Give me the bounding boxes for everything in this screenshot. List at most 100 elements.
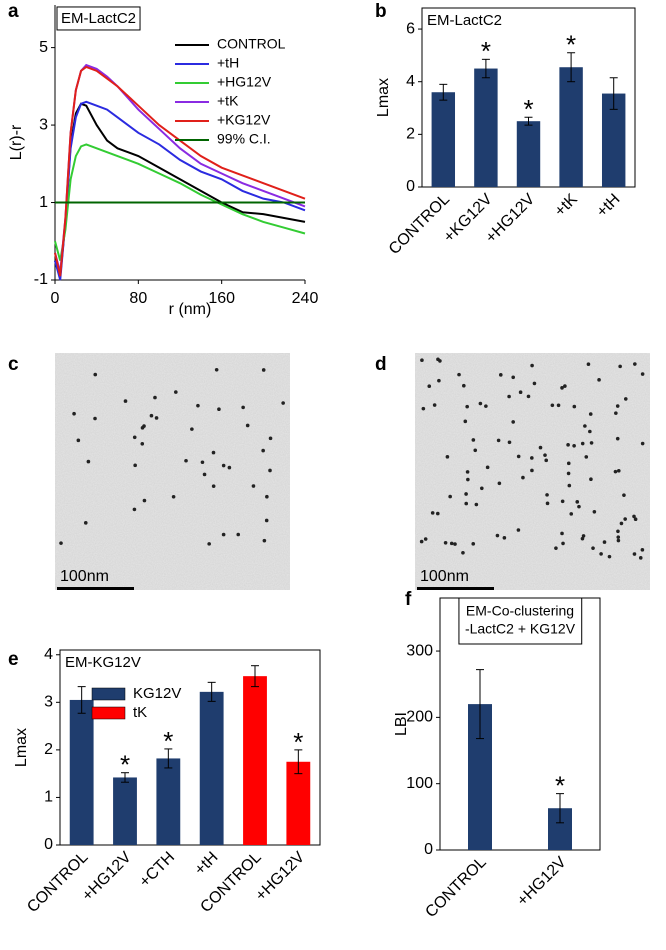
panel-letter: e	[8, 649, 19, 670]
particle	[545, 493, 549, 497]
series-line	[54, 143, 306, 261]
particle	[268, 436, 273, 441]
particle	[516, 528, 521, 532]
particle	[616, 535, 621, 539]
particle	[72, 411, 76, 416]
particle	[591, 546, 595, 550]
particle	[207, 542, 211, 546]
particle	[569, 512, 574, 516]
bar	[199, 691, 224, 845]
title-box	[458, 597, 583, 645]
particle	[484, 404, 488, 408]
particles	[419, 357, 645, 560]
particle	[421, 406, 426, 411]
y-axis-label: Lmax	[375, 78, 392, 117]
particle	[83, 521, 88, 525]
scale-bar-label: 100nm	[420, 568, 469, 585]
particle	[265, 494, 269, 499]
particle	[507, 394, 511, 399]
particle	[419, 539, 424, 544]
particle	[586, 362, 591, 367]
particle	[465, 404, 469, 409]
particle	[171, 494, 176, 499]
y-axis-label: Lmax	[13, 728, 30, 767]
particle	[123, 399, 128, 403]
particle	[462, 383, 466, 388]
particle	[602, 540, 607, 544]
particle	[221, 532, 226, 537]
particle	[471, 542, 476, 546]
legend-swatch	[91, 687, 126, 701]
chart-title: EM-LactC2	[61, 10, 136, 27]
particle	[245, 423, 250, 428]
particle	[211, 450, 216, 455]
y-tick-label: 5	[39, 39, 48, 56]
particle	[174, 390, 178, 394]
particle	[556, 403, 561, 408]
y-tick-label: 3	[39, 116, 48, 133]
particle	[154, 416, 159, 420]
particle	[465, 470, 470, 474]
chart-title: EM-LactC2	[427, 12, 502, 29]
significance-mark: *	[566, 30, 576, 60]
y-tick-label: 6	[406, 20, 415, 37]
x-tick-label: +tH	[594, 191, 624, 221]
panel-letter: b	[375, 1, 387, 22]
particle	[633, 362, 637, 366]
legend-label: 99% C.I.	[217, 131, 271, 147]
particle	[478, 401, 483, 406]
significance-mark: *	[523, 94, 533, 124]
particle	[474, 502, 479, 507]
chart-title: EM-KG12V	[65, 654, 141, 671]
legend-label: KG12V	[133, 685, 181, 702]
particle	[572, 444, 576, 448]
y-axis-label: L(r)-r	[8, 124, 25, 160]
particle	[561, 541, 565, 546]
y-tick-label: 0	[406, 178, 415, 195]
particle	[423, 537, 428, 541]
particle	[251, 484, 256, 488]
particle	[584, 455, 589, 459]
particle	[560, 499, 565, 504]
particle	[200, 460, 205, 465]
series-line	[54, 100, 306, 281]
particle	[93, 372, 98, 377]
particle	[607, 554, 612, 559]
particle	[640, 548, 645, 552]
bar	[601, 93, 626, 187]
particle	[241, 405, 245, 410]
particle	[583, 424, 587, 428]
particle	[473, 448, 478, 453]
particle	[521, 475, 525, 480]
particle	[589, 441, 594, 445]
y-tick-label: 1	[44, 789, 53, 806]
particle	[438, 359, 442, 363]
particle	[538, 445, 543, 450]
particle	[262, 538, 267, 543]
panel-letter: c	[8, 354, 19, 375]
particle	[430, 511, 435, 515]
particle	[448, 494, 452, 499]
particle	[530, 468, 534, 473]
particle	[261, 368, 266, 372]
particle	[511, 420, 515, 424]
particle	[592, 509, 597, 514]
x-tick-label: +CTH	[136, 849, 178, 891]
bar	[474, 68, 498, 187]
particle	[443, 541, 448, 545]
series-line	[54, 63, 306, 273]
significance-mark: *	[481, 36, 491, 66]
scale-bar	[57, 587, 134, 590]
particle	[211, 484, 216, 488]
particle	[563, 384, 567, 388]
particle	[633, 517, 638, 521]
particle	[518, 390, 523, 395]
particle	[577, 504, 581, 509]
particle	[597, 378, 601, 382]
particle	[432, 403, 437, 407]
bar	[243, 676, 267, 845]
panel-letter: d	[375, 354, 387, 375]
particle	[196, 403, 200, 408]
particle	[149, 413, 154, 418]
particle	[445, 455, 450, 459]
